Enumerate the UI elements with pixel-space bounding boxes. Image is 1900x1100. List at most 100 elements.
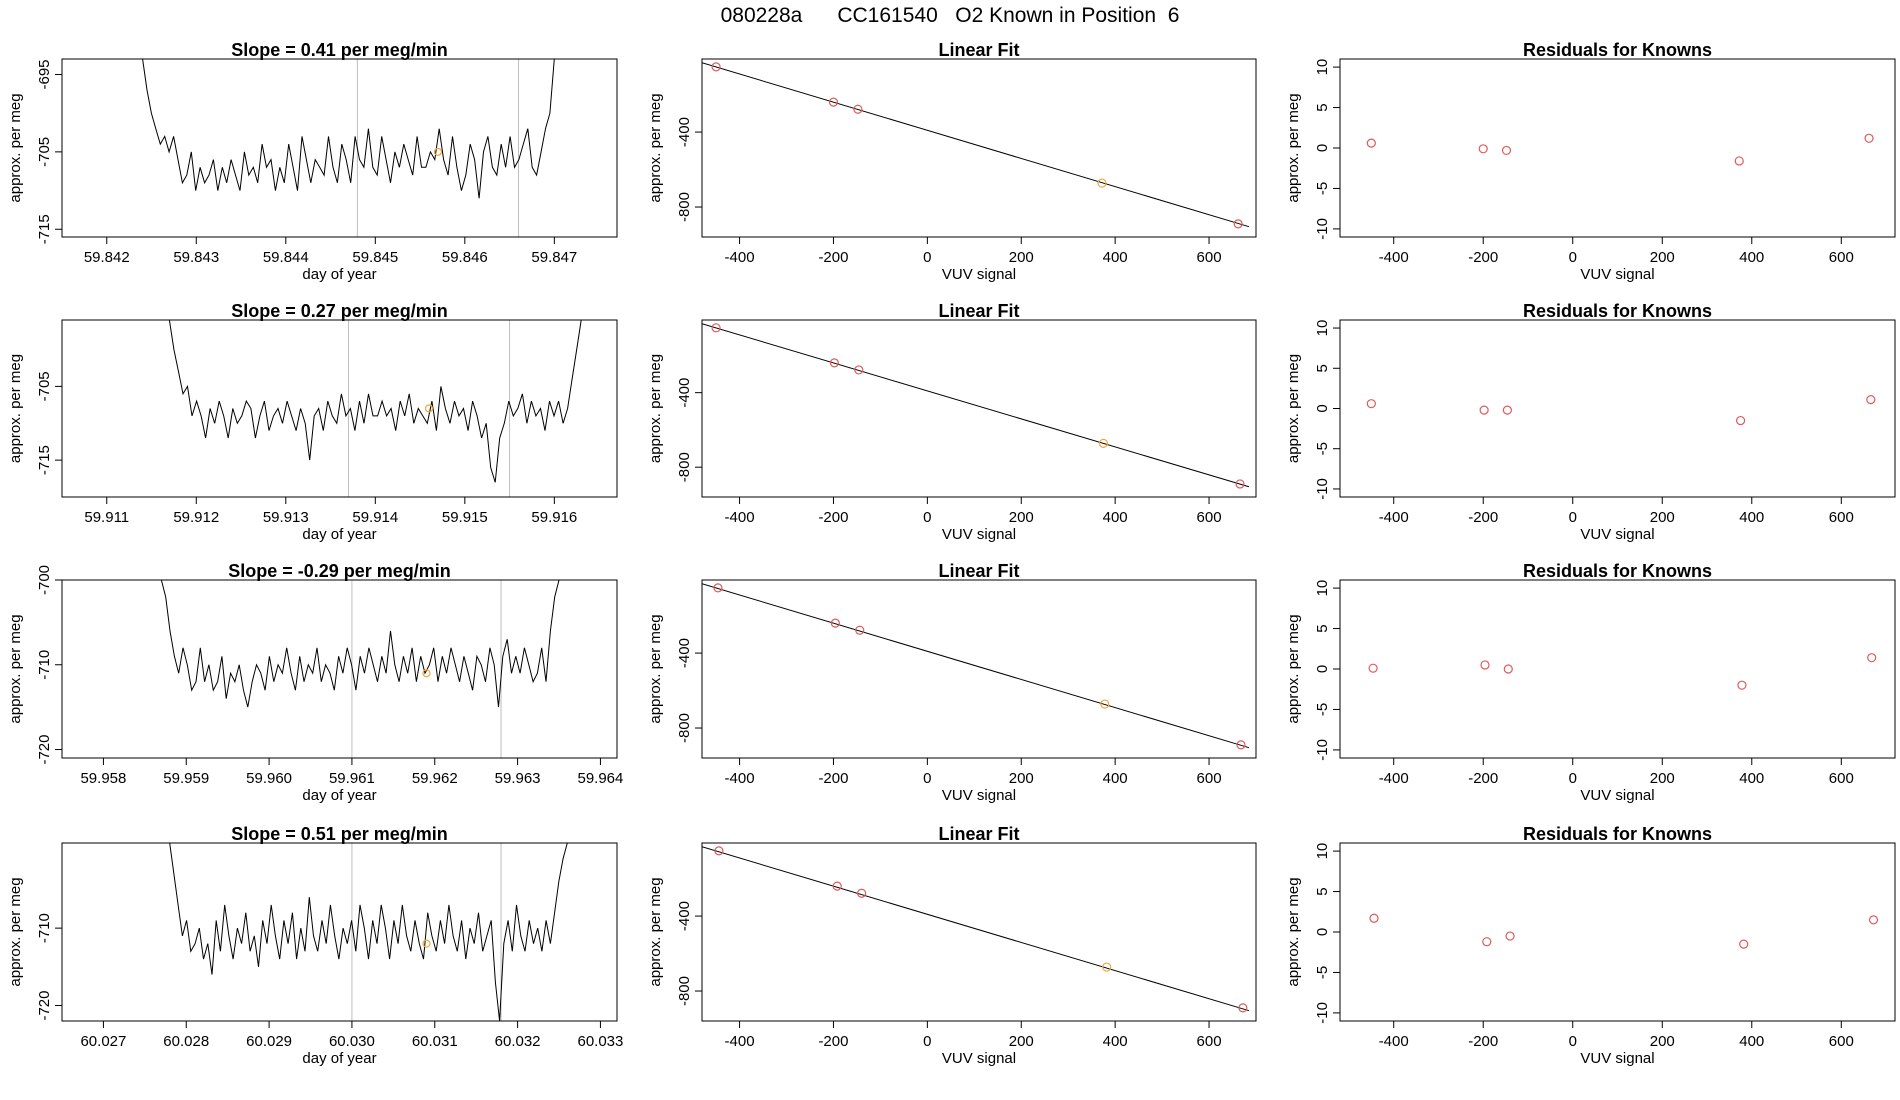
x-tick-label: 59.961: [329, 770, 375, 787]
y-tick-label: -720: [36, 735, 53, 765]
fit-line: [702, 846, 1250, 1012]
data-point: [1479, 405, 1489, 415]
y-tick-label: -10: [1314, 739, 1331, 761]
plot-frame: [701, 579, 1257, 759]
plot-area: [1368, 653, 1877, 690]
data-point: [1478, 144, 1488, 154]
x-tick-label: 0: [923, 509, 931, 526]
y-tick-label: -10: [1314, 1002, 1331, 1024]
y-axis-label: approx. per meg: [7, 877, 24, 986]
data-point: [1868, 915, 1879, 925]
x-tick-label: 200: [1650, 1033, 1675, 1050]
y-tick-label: -800: [676, 192, 693, 222]
series-line: [142, 59, 555, 199]
x-tick-label: 600: [1197, 509, 1222, 526]
plot-area: [702, 323, 1250, 489]
y-axis-label: approx. per meg: [1285, 354, 1302, 463]
plot-frame: [61, 842, 618, 1022]
x-tick-label: -200: [1468, 1033, 1498, 1050]
data-point: [1502, 405, 1512, 415]
y-tick-label: -695: [36, 59, 53, 89]
plot-area: [168, 320, 582, 497]
y-tick-label: 10: [1314, 320, 1331, 337]
plot-frame: [61, 58, 618, 238]
panel-r3-c2: Residuals for Knowns -400 -200 0 200 400 600 VU…: [1285, 824, 1896, 1067]
x-tick-label: -400: [725, 249, 755, 266]
x-axis-label: VUV signal: [942, 1050, 1016, 1067]
y-axis-label: approx. per meg: [647, 614, 664, 723]
x-tick-label: -200: [818, 509, 848, 526]
panel-r0-c1: Linear Fit -400 -200 0 200 400 600 VUV signal -4…: [647, 40, 1257, 283]
plot-area: [1366, 395, 1876, 426]
x-tick-label: -200: [818, 1033, 848, 1050]
data-point: [1867, 653, 1877, 663]
x-tick-label: 60.027: [80, 1033, 126, 1050]
x-tick-label: 600: [1197, 770, 1222, 787]
y-tick-label: -800: [676, 976, 693, 1006]
data-point: [1100, 699, 1110, 709]
x-tick-label: 59.843: [173, 249, 219, 266]
x-tick-label: 200: [1009, 770, 1034, 787]
x-tick-label: 60.033: [577, 1033, 623, 1050]
x-tick-label: 59.963: [495, 770, 541, 787]
x-tick-label: -200: [818, 770, 848, 787]
plot-area: [142, 59, 555, 237]
x-tick-label: -400: [725, 509, 755, 526]
y-tick-label: -400: [676, 378, 693, 408]
x-tick-label: 200: [1650, 770, 1675, 787]
x-tick-label: 59.914: [352, 509, 398, 526]
x-tick-label: 400: [1739, 509, 1764, 526]
y-tick-label: -800: [676, 713, 693, 743]
y-tick-label: -10: [1314, 478, 1331, 500]
y-tick-label: -705: [36, 137, 53, 167]
x-tick-label: 59.842: [84, 249, 130, 266]
x-tick-label: 200: [1650, 249, 1675, 266]
x-tick-label: 59.960: [246, 770, 292, 787]
x-tick-label: 600: [1829, 770, 1854, 787]
y-tick-label: 10: [1314, 580, 1331, 597]
series-line: [168, 320, 582, 483]
data-point: [1866, 395, 1876, 405]
y-tick-label: -710: [36, 650, 53, 680]
x-tick-label: -400: [725, 770, 755, 787]
x-axis-label: day of year: [302, 1050, 376, 1067]
x-tick-label: 600: [1829, 509, 1854, 526]
fit-line: [702, 323, 1250, 488]
panel-r3-c1: Linear Fit -400 -200 0 200 400 600 VUV signal -4…: [647, 824, 1257, 1067]
plot-frame: [1339, 319, 1896, 498]
x-axis-label: VUV signal: [1580, 1050, 1654, 1067]
y-tick-label: -710: [36, 913, 53, 943]
x-tick-label: 0: [923, 1033, 931, 1050]
data-point: [828, 97, 839, 107]
data-point: [832, 881, 842, 891]
x-axis-label: VUV signal: [1580, 787, 1654, 804]
x-tick-label: 400: [1739, 1033, 1764, 1050]
plot-area: [169, 843, 568, 1021]
x-axis-label: VUV signal: [942, 526, 1016, 543]
x-tick-label: 200: [1009, 249, 1034, 266]
x-tick-label: 400: [1103, 249, 1128, 266]
y-tick-label: 0: [1314, 144, 1331, 152]
x-tick-label: 59.962: [412, 770, 458, 787]
x-tick-label: 400: [1103, 1033, 1128, 1050]
plot-frame: [701, 842, 1257, 1022]
x-tick-label: 59.912: [173, 509, 219, 526]
data-point: [1503, 664, 1513, 674]
plot-frame: [701, 319, 1257, 498]
y-tick-label: 10: [1314, 59, 1331, 76]
data-point: [854, 365, 864, 375]
plot-area: [1369, 913, 1879, 949]
series-line: [160, 580, 560, 708]
x-tick-label: 60.031: [412, 1033, 458, 1050]
x-tick-label: 200: [1650, 509, 1675, 526]
y-tick-label: 5: [1314, 103, 1331, 111]
data-point: [857, 888, 867, 898]
y-axis-label: approx. per meg: [1285, 877, 1302, 986]
figure-title: 080228a CC161540 O2 Known in Position 6: [720, 4, 1180, 27]
panel-r1-c1: Linear Fit -400 -200 0 200 400 600 VUV signal -4…: [647, 301, 1257, 543]
plot-area: [1366, 133, 1874, 166]
x-tick-label: 600: [1197, 1033, 1222, 1050]
data-point: [1505, 931, 1515, 941]
x-axis-label: VUV signal: [942, 266, 1016, 283]
x-tick-label: 400: [1103, 509, 1128, 526]
